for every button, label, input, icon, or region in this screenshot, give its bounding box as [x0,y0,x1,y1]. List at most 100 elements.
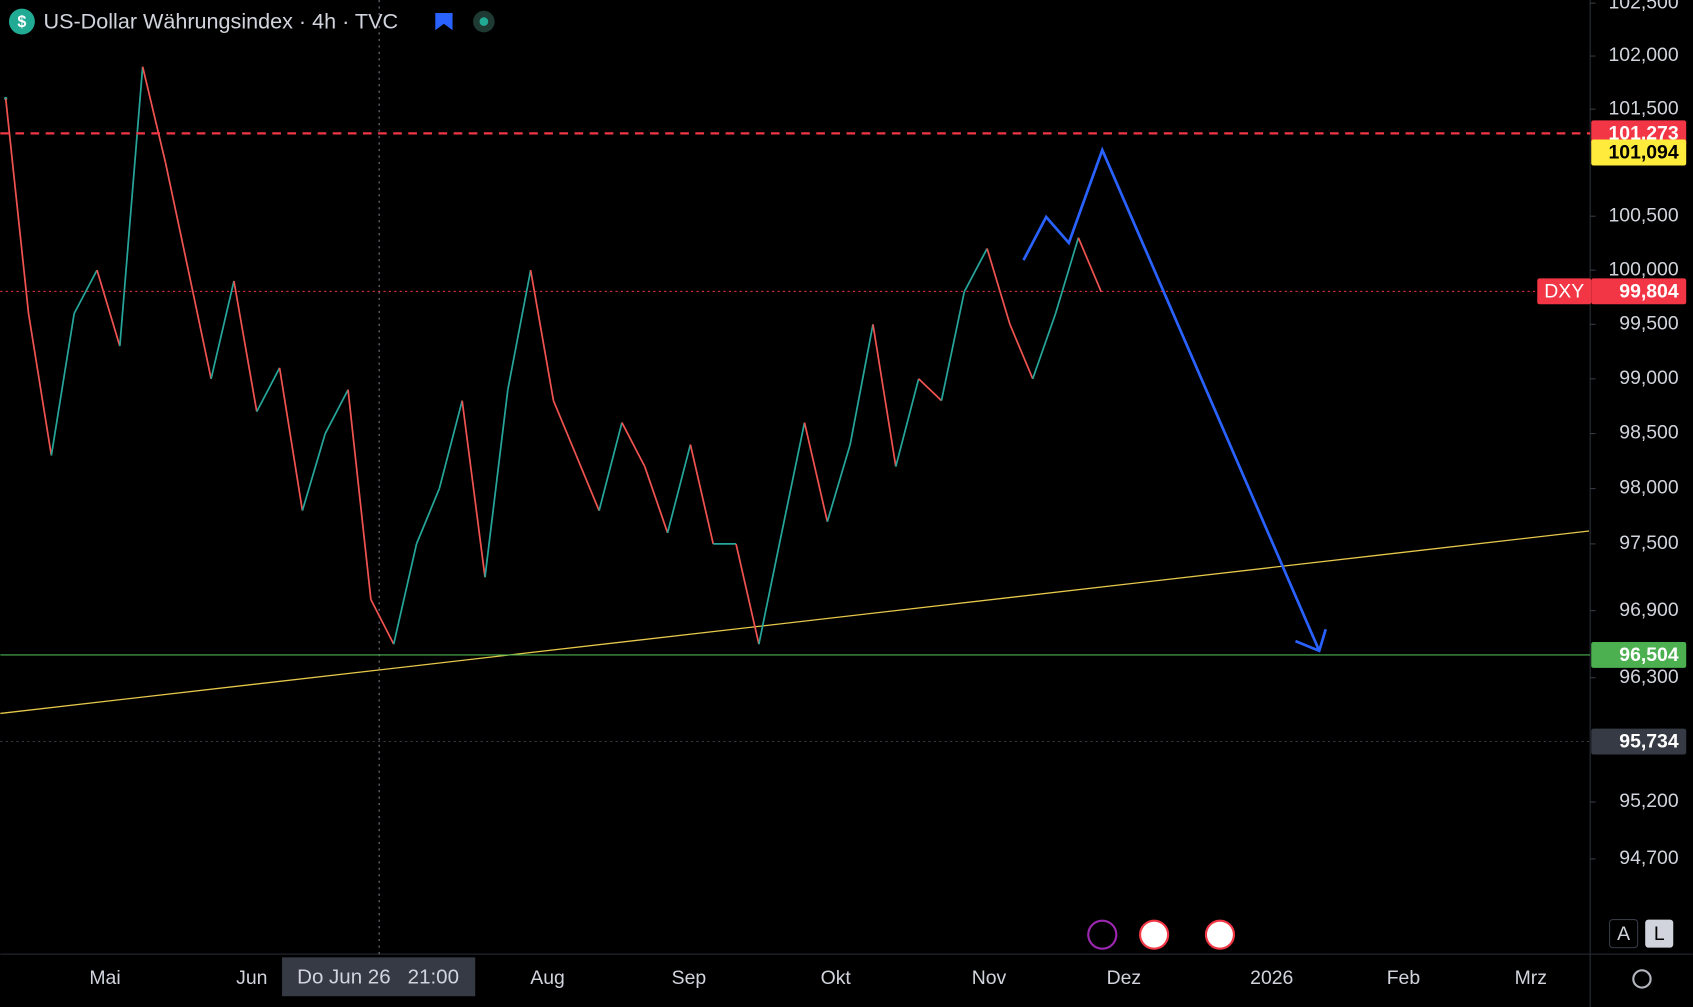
price-segment [735,543,760,645]
x-tick-label: Feb [1387,967,1420,989]
price-segment [1077,237,1103,293]
y-tick-label: 94,700 [1619,847,1679,869]
price-segment [894,378,920,467]
price-segment [4,98,30,314]
price-segment [803,422,829,522]
price-segment [689,444,715,545]
plot: 102,500 102,000 101,500 100,500 100,000 99,50… [4,0,1679,869]
price-tag-label: 95,734 [1619,731,1679,753]
price-segment [963,248,988,293]
y-tick-label: 95,200 [1619,790,1679,812]
price-segment [324,389,349,434]
price-segment [484,389,509,578]
x-tick-label: Aug [530,967,565,989]
price-segment [506,269,532,390]
y-tick-label: 96,300 [1619,666,1679,688]
price-segment [1009,324,1034,380]
price-segment [529,269,555,401]
y-tick-label: 98,000 [1619,477,1679,499]
x-tick-label: 2026 [1250,967,1293,989]
us-flag-icon[interactable] [1138,919,1170,950]
y-tick-label: 100,500 [1608,204,1678,226]
y-tick-label: 102,000 [1608,44,1678,66]
price-segment [347,389,372,600]
price-segment [1054,237,1080,314]
x-tick-label: Mrz [1515,967,1547,989]
event-icon[interactable] [1087,919,1118,950]
price-segment [758,532,783,645]
y-tick-label: 99,500 [1619,312,1679,334]
price-segment [552,400,578,456]
x-tick-label: Okt [821,967,852,989]
status-dot [479,17,489,26]
price-tag-label: 101,094 [1608,142,1678,164]
price-tag [1591,728,1687,755]
price-segment [210,280,235,380]
price-tag [1591,278,1687,305]
auto-scale-button[interactable] [1609,919,1639,949]
price-segment [986,248,1011,325]
price-tag-label: 101,273 [1608,123,1678,145]
y-tick-label: 98,500 [1619,422,1679,444]
price-segment [73,269,98,314]
y-tick-label: 96,900 [1619,599,1679,621]
y-tick-label: 97,500 [1619,532,1679,554]
x-tick-label: Sep [672,967,707,989]
price-segment [621,422,646,467]
price-tag-label: 96,504 [1619,644,1679,666]
us-flag-icon[interactable] [1204,919,1236,950]
x-tick-label: Jun [236,967,267,989]
symbol-tag-label: DXY [1544,281,1584,303]
price-segment [598,422,623,511]
flag-icon[interactable] [435,12,453,31]
crosshair-time-tag [282,957,476,997]
price-segment [872,324,897,467]
price-segment [438,400,464,489]
projection-arrowhead [1294,628,1328,653]
price-segment [940,291,966,401]
price-segment [301,433,327,511]
price-segment [1031,313,1057,380]
symbol-icon [8,8,35,35]
price-segment [233,280,258,412]
y-tick-label: 100,000 [1608,258,1678,280]
price-segment [666,444,692,534]
price-segment [461,400,486,578]
log-scale-label: L [1654,923,1665,945]
crosshair-time-label: Do Jun 26 21:00 [297,965,459,988]
symbol-tag [1537,278,1592,305]
price-segment [141,66,167,163]
price-segment [50,313,76,456]
auto-scale-label: A [1617,923,1630,945]
x-tick-label: Nov [972,967,1007,989]
x-tick-label: Dez [1107,967,1142,989]
price-segment [118,66,144,347]
y-tick-label: 101,500 [1608,97,1678,119]
price-segment [780,422,806,533]
trend-line [0,530,1590,715]
chart-title: US-Dollar Währungsindex · 4h · TVC [43,8,398,33]
price-segment [27,313,53,456]
price-segment [370,599,395,645]
price-segment [392,543,418,645]
price-tag-label: 99,804 [1619,281,1679,303]
price-segment [575,455,600,511]
price-segment [164,162,190,271]
price-segment [187,269,212,379]
log-scale-button[interactable] [1645,919,1674,948]
price-segment [256,367,281,413]
y-tick-label: 99,000 [1619,367,1679,389]
x-tick-label: Mai [89,967,120,989]
price-segment [643,466,669,534]
price-segment [849,324,874,445]
price-segment [826,444,851,522]
price-segment [918,378,943,402]
settings-button[interactable] [1632,969,1652,989]
projection-drawing [1022,146,1321,652]
y-tick-label: 102,500 [1608,0,1678,13]
price-segment [96,269,121,347]
symbol-icon-glyph: $ [17,13,26,31]
price-segment [415,488,441,545]
